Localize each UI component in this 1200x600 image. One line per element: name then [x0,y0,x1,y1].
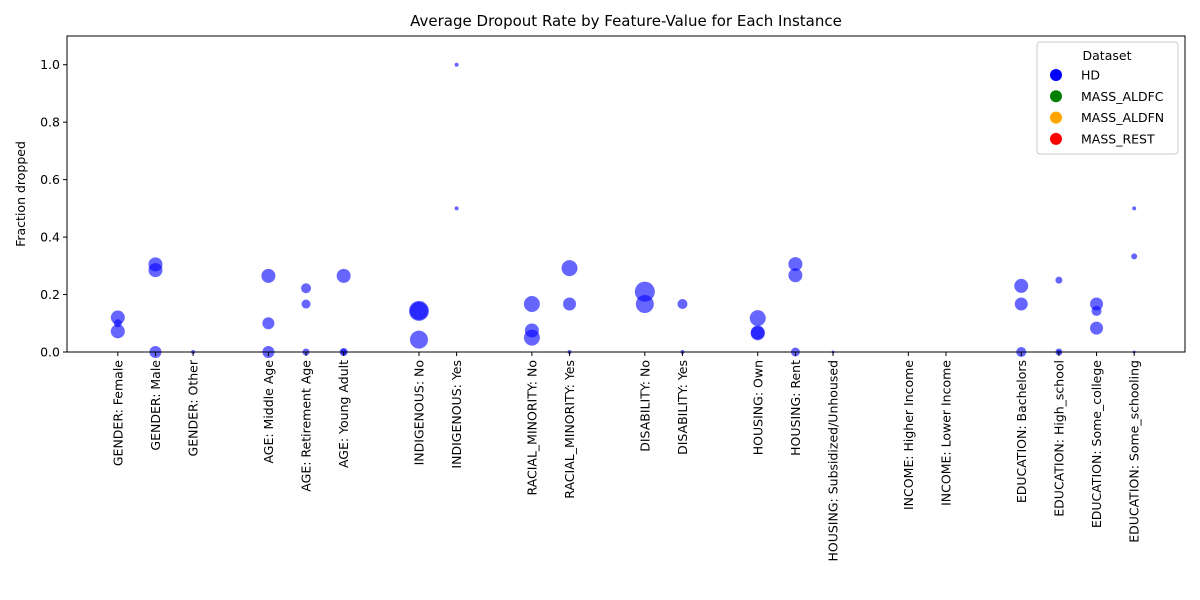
x-tick-label-gender-female: GENDER: Female [110,360,125,466]
points-layer [110,62,1138,358]
data-point-disability-yes [677,299,688,310]
x-tick-label-gender-male: GENDER: Male [148,360,163,451]
x-tick-label-housing-own: HOUSING: Own [750,360,765,455]
data-point-age-middle-age [262,317,275,330]
data-point-education-some-schooling [1131,253,1138,260]
data-point-disability-no [635,295,654,314]
legend-label-mass-aldfc: MASS_ALDFC [1081,89,1164,104]
x-tick-label-education-some-schooling: EDUCATION: Some_schooling [1127,360,1142,543]
legend-label-mass-rest: MASS_REST [1081,131,1155,146]
x-tick-label-racial-minority-yes: RACIAL_MINORITY: Yes [562,360,577,499]
data-point-housing-own [750,326,765,341]
data-point-education-bachelors [1014,297,1028,311]
data-point-age-retirement-age [301,299,311,309]
data-point-indigenous-no [409,330,428,349]
x-tick-label-age-middle-age: AGE: Middle Age [261,360,276,464]
y-tick-label: 0.8 [40,115,60,130]
x-tick-label-housing-subsidized-unhoused: HOUSING: Subsidized/Unhoused [826,360,841,562]
legend-label-mass-aldfn: MASS_ALDFN [1081,110,1164,125]
legend-entries: HD MASS_ALDFC MASS_ALDFN MASS_REST [1050,68,1164,146]
x-axis: GENDER: Female GENDER: Male GENDER: Other A… [110,352,1142,562]
data-point-education-some-schooling [1132,206,1137,211]
legend: Dataset HD MASS_ALDFC MASS_ALDFN MASS_REST [1036,41,1179,155]
y-axis: 0.0 0.2 0.4 0.6 0.8 1.0 [40,57,67,360]
data-point-gender-male [148,263,163,278]
x-tick-label-disability-yes: DISABILITY: Yes [675,360,690,455]
x-tick-label-indigenous-yes: INDIGENOUS: Yes [449,360,464,469]
x-tick-label-income-higher-income: INCOME: Higher Income [901,360,916,510]
data-point-racial-minority-yes [561,260,578,277]
legend-marker-mass-aldfn [1050,111,1062,124]
x-tick-label-gender-other: GENDER: Other [186,359,201,456]
chart-title: Average Dropout Rate by Feature-Value fo… [410,12,842,30]
data-point-indigenous-yes [454,206,459,211]
x-tick-label-age-young-adult: AGE: Young Adult [336,360,351,468]
y-tick-label: 0.6 [40,172,60,187]
legend-title: Dataset [1083,48,1132,63]
data-point-education-some-college [1091,305,1102,316]
data-point-gender-female [110,324,125,339]
plot-frame [66,35,1186,353]
x-tick-label-housing-rent: HOUSING: Rent [788,360,803,456]
x-tick-label-racial-minority-no: RACIAL_MINORITY: No [524,360,539,496]
y-axis-label: Fraction dropped [13,141,28,247]
x-tick-label-education-some-college: EDUCATION: Some_college [1089,360,1104,528]
data-point-housing-rent [788,257,803,272]
x-tick-label-indigenous-no: INDIGENOUS: No [411,360,426,465]
data-point-education-high-school [1055,276,1063,284]
legend-marker-mass-aldfc [1050,90,1062,103]
data-point-education-some-college [1090,321,1104,335]
legend-marker-mass-rest [1050,132,1062,145]
data-point-housing-own [749,310,766,327]
x-tick-label-income-lower-income: INCOME: Lower Income [938,360,953,506]
y-tick-label: 0.4 [40,230,60,245]
data-point-age-young-adult [336,268,351,283]
x-tick-label-age-retirement-age: AGE: Retirement Age [299,360,314,492]
legend-frame [1036,41,1179,155]
x-tick-label-education-bachelors: EDUCATION: Bachelors [1014,360,1029,503]
data-point-age-middle-age [261,268,276,283]
legend-marker-hd [1050,69,1062,81]
data-point-racial-minority-no [523,329,540,346]
data-point-racial-minority-yes [563,297,577,311]
y-tick-label: 1.0 [40,57,60,72]
data-point-indigenous-no [409,301,428,320]
data-point-education-bachelors [1014,278,1029,293]
legend-label-hd: HD [1081,68,1100,83]
data-point-indigenous-yes [454,62,459,67]
data-point-racial-minority-no [523,296,540,313]
x-tick-label-education-high-school: EDUCATION: High_school [1051,360,1066,517]
y-tick-label: 0.2 [40,287,60,302]
data-point-housing-rent [788,268,803,283]
x-tick-label-disability-no: DISABILITY: No [637,360,652,452]
data-point-gender-female [110,310,125,325]
data-point-age-retirement-age [301,283,312,294]
y-tick-label: 0.0 [40,345,60,360]
